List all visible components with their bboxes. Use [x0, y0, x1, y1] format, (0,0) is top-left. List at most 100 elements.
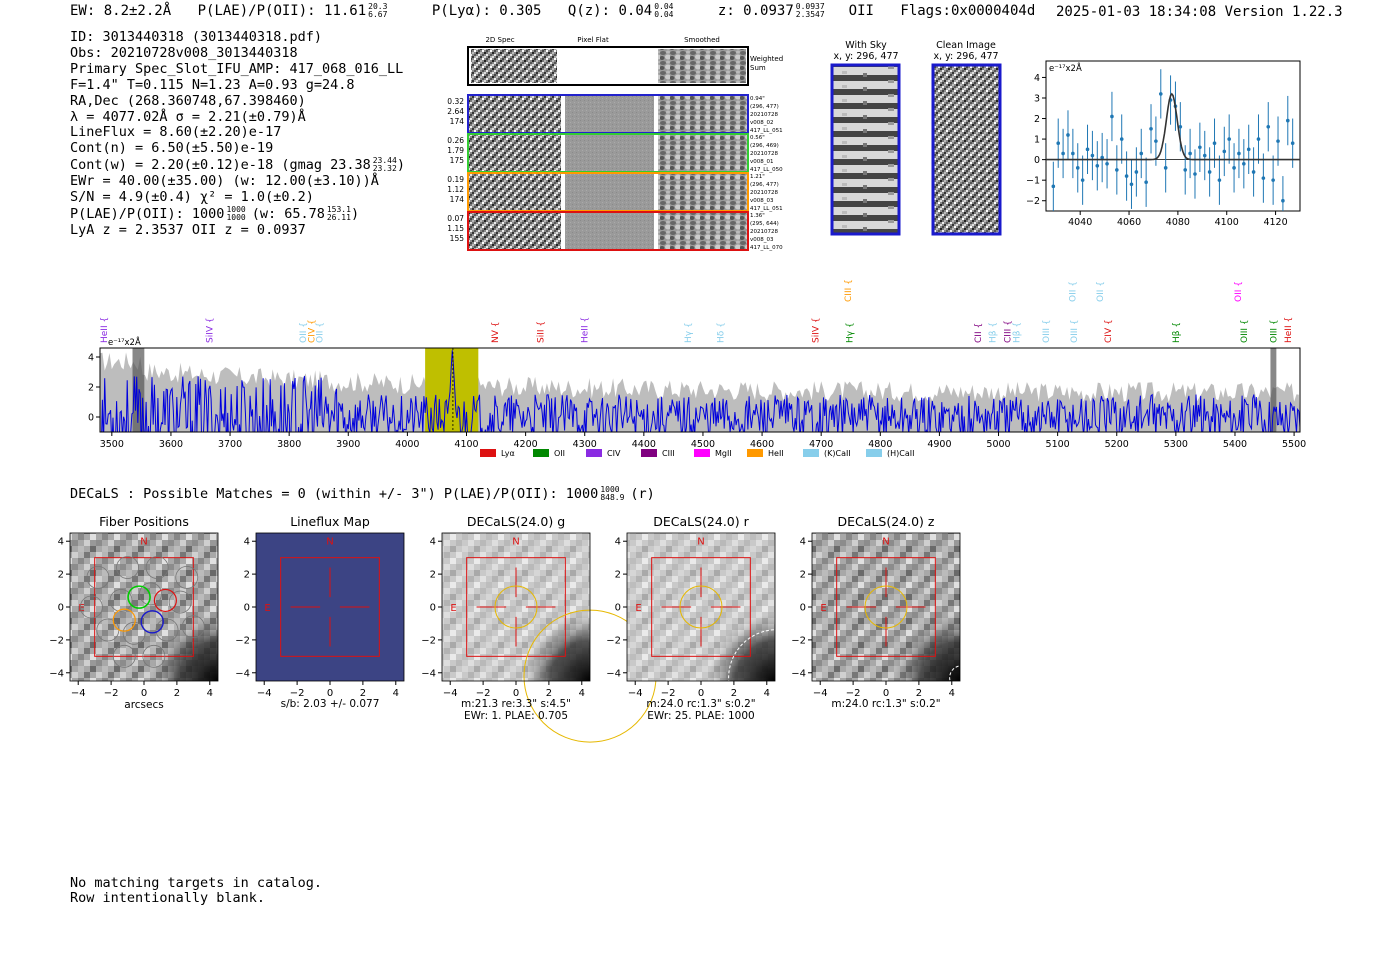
x-tick-label: −4	[813, 688, 828, 699]
y-tick-label: 2	[1034, 114, 1040, 125]
legend-label: CIV	[607, 449, 621, 458]
y-tick-label: 4	[800, 537, 806, 548]
data-point	[1212, 141, 1217, 145]
fiber-circle	[122, 621, 146, 645]
source-aperture-circle	[494, 585, 538, 629]
y-tick-label: −4	[791, 668, 806, 679]
x-tick-label: 4800	[868, 439, 892, 450]
stamp-info: EWr: 1. PLAE: 0.705	[464, 710, 568, 722]
data-point	[1246, 147, 1251, 152]
neighbor-aperture-circle	[523, 609, 657, 743]
ra-dec: RA,Dec (268.360748,67.398460)	[70, 92, 306, 109]
stamp-bright-source	[627, 533, 775, 681]
y-tick-label: −2	[606, 635, 621, 646]
plae-ratio-detail: P(LAE)/P(OII): 1000 1000 1000 (w: 65.78 153.…	[70, 204, 360, 222]
x-tick-label: 2	[731, 688, 737, 699]
x-tick-label: 5200	[1105, 439, 1129, 450]
cutout-2d-spec	[468, 134, 748, 172]
cutout-row-stat: 0.19	[447, 175, 464, 184]
data-point	[1217, 178, 1222, 182]
data-point	[1115, 168, 1119, 172]
x-tick-label: 2	[546, 688, 552, 699]
y-tick-label: −2	[791, 635, 806, 646]
y-axis-unit: e⁻¹⁷x2Å	[108, 336, 141, 348]
y-tick-label: −4	[235, 668, 250, 679]
data-point	[1251, 170, 1256, 174]
clean-image-coords: x, y: 296, 477	[933, 51, 998, 62]
x-tick-label: 4600	[750, 439, 774, 450]
cutout-row-meta: 417_LL_050	[750, 167, 783, 173]
note-line: No matching targets in catalog.	[70, 875, 322, 891]
cutout-row-meta: 20210728	[750, 190, 778, 196]
x-tick-label: 3800	[277, 439, 301, 450]
y-tick-label: 2	[615, 570, 621, 581]
cutout-pixel-flat	[565, 95, 655, 133]
cutout-row-meta: v008_01	[750, 159, 774, 165]
line-label: Hδ {	[717, 322, 727, 343]
cutout-column-header: 2D Spec	[485, 36, 514, 44]
data-point	[1139, 151, 1144, 156]
stamp-frame	[255, 532, 405, 682]
east-marker: E	[820, 603, 826, 614]
neighbor-aperture-circle	[949, 665, 975, 691]
aperture-box	[280, 557, 380, 657]
data-point	[1163, 166, 1168, 170]
cutout-row-stat: 0.32	[447, 97, 464, 106]
legend-swatch	[747, 449, 763, 457]
cutout-row-stat: 2.64	[447, 107, 464, 116]
x-tick-label: 3500	[100, 439, 124, 450]
qz-value: Q(z): 0.04 0.04 0.04	[567, 2, 674, 20]
data-point	[1105, 161, 1109, 166]
line-flux: LineFlux = 8.60(±2.20)e-17	[70, 124, 282, 141]
x-axis-label: arcsecs	[124, 699, 163, 711]
cutout-row-meta: 20210728	[750, 151, 778, 157]
cutout-gap	[561, 95, 565, 133]
data-point	[1129, 182, 1134, 187]
stamp-title: Fiber Positions	[99, 514, 189, 529]
aperture-box	[836, 557, 936, 657]
cutout-row-frame	[467, 172, 749, 212]
data-point	[1242, 161, 1246, 166]
legend-label: (H)CaII	[887, 449, 914, 458]
data-point	[1207, 170, 1212, 174]
cutout-row-stat: 174	[450, 117, 465, 126]
weighted-sum-spec	[471, 49, 557, 83]
stamp-image	[442, 533, 590, 681]
x-tick-label: 4040	[1068, 217, 1092, 228]
y-tick-label: −4	[606, 668, 621, 679]
line-label: CIII {	[844, 279, 854, 302]
cutout-row-meta: (296, 477)	[750, 104, 779, 110]
x-tick-label: 0	[883, 688, 889, 699]
weighted-sum-label: Sum	[750, 64, 766, 72]
y-tick-label: −1	[1026, 176, 1040, 187]
line-fit-plot: e⁻¹⁷x2Å −2 −1 0 1 2 3 4 4040 4060 4080 4100 4120	[1026, 60, 1301, 228]
clean-image-title: Clean Image	[936, 40, 996, 51]
line-label: HeII {	[581, 317, 591, 343]
y-tick-label: −4	[49, 668, 64, 679]
east-marker: E	[78, 603, 84, 614]
cutout-row-stat: 1.79	[447, 146, 464, 155]
data-point	[1261, 176, 1266, 180]
y-tick-label: 4	[430, 537, 436, 548]
line-label: SiII {	[536, 321, 546, 343]
decals-matches: DECaLS : Possible Matches = 0 (within +/…	[70, 485, 655, 503]
line-label: HeII {	[1284, 317, 1294, 343]
data-point	[1066, 133, 1070, 137]
line-label: CIII {	[1003, 320, 1013, 343]
legend-swatch	[586, 449, 602, 457]
fiber-circle	[175, 566, 199, 589]
legend-swatch	[866, 449, 882, 457]
cutout-2d-spec	[468, 95, 748, 133]
y-tick-label: 4	[615, 537, 621, 548]
x-tick-label: 4080	[1166, 217, 1190, 228]
y-tick-label: 0	[58, 603, 64, 614]
stamp-info: m:24.0 rc:1.3" s:0.2"	[831, 698, 940, 710]
spectrum-background	[100, 348, 1300, 432]
source-aperture-circle	[679, 585, 723, 629]
timestamp-version: 2025-01-03 18:34:08 Version 1.22.3	[1056, 4, 1343, 20]
cutout-pixel-flat	[565, 212, 655, 250]
source-aperture-circle	[864, 585, 908, 629]
line-label: OII {	[299, 322, 309, 343]
data-point	[1144, 180, 1148, 185]
